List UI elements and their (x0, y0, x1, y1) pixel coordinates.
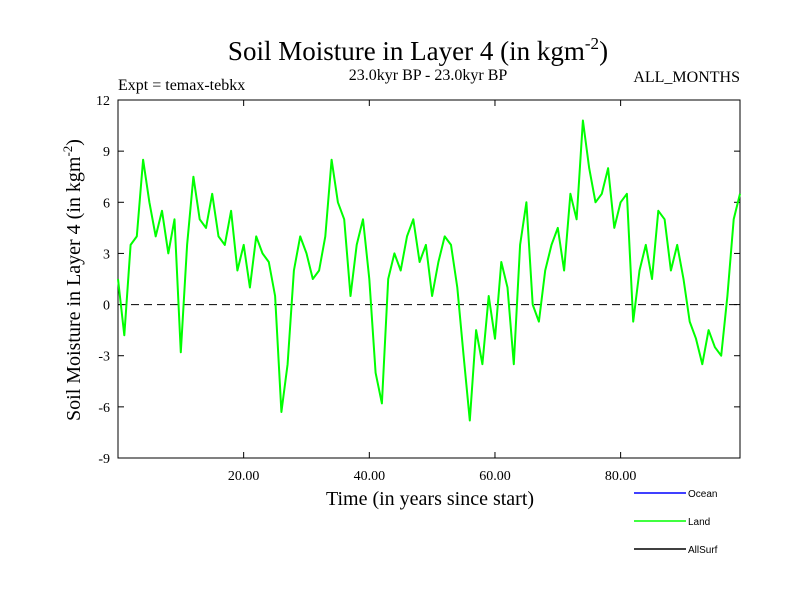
chart-title-sup: -2 (585, 34, 599, 53)
y-tick-label: 0 (103, 299, 110, 314)
y-axis-ticks: -9 -6 -3 0 3 6 9 12 (96, 94, 740, 467)
y-axis-label-sup: -2 (60, 146, 75, 157)
legend-label-allsurf: AllSurf (688, 545, 718, 556)
y-axis-label-close: ) (63, 139, 85, 146)
y-tick-label: -9 (98, 452, 110, 467)
y-tick-label: -3 (98, 350, 110, 365)
x-axis-ticks: 20.00 40.00 60.00 80.00 (228, 100, 636, 484)
chart-title-close: ) (599, 36, 608, 66)
expt-label: Expt = temax-tebkx (118, 77, 245, 94)
months-label: ALL_MONTHS (633, 69, 740, 86)
chart-title: Soil Moisture in Layer 4 (in kgm-2) (228, 34, 608, 66)
series-layer (117, 119, 741, 422)
period-label: 23.0kyr BP - 23.0kyr BP (349, 67, 508, 84)
legend-label-ocean: Ocean (688, 489, 717, 500)
y-axis-label: Soil Moisture in Layer 4 (in kgm-2) (60, 139, 85, 421)
x-tick-label: 40.00 (354, 469, 386, 484)
x-tick-label: 60.00 (479, 469, 511, 484)
y-tick-label: 6 (103, 196, 110, 211)
legend-label-land: Land (688, 517, 710, 528)
legend: Ocean Land AllSurf (634, 489, 718, 556)
y-tick-label: 12 (96, 94, 110, 109)
x-tick-label: 80.00 (605, 469, 637, 484)
series-line-land (117, 119, 741, 422)
y-tick-label: 9 (103, 145, 110, 160)
y-tick-label: 3 (103, 247, 110, 262)
plot-frame (117, 99, 741, 459)
y-axis-label-main: Soil Moisture in Layer 4 (in kgm (63, 156, 85, 421)
x-axis-label: Time (in years since start) (326, 488, 534, 510)
chart-title-main: Soil Moisture in Layer 4 (in kgm (228, 36, 585, 66)
y-tick-label: -6 (98, 401, 110, 416)
x-tick-label: 20.00 (228, 469, 260, 484)
